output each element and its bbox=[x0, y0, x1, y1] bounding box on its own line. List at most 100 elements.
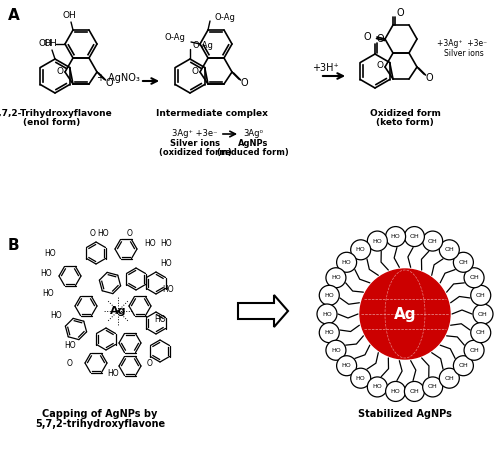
Text: HO: HO bbox=[64, 341, 76, 350]
Text: (enol form): (enol form) bbox=[24, 119, 80, 128]
Circle shape bbox=[336, 252, 356, 272]
Text: OH: OH bbox=[458, 260, 468, 265]
Circle shape bbox=[317, 304, 337, 324]
Text: HO: HO bbox=[356, 376, 366, 381]
Text: 3Ag⁰: 3Ag⁰ bbox=[243, 129, 263, 139]
Circle shape bbox=[326, 340, 346, 360]
Text: OH: OH bbox=[444, 248, 454, 252]
Circle shape bbox=[422, 231, 442, 251]
Text: Stabilized AgNPs: Stabilized AgNPs bbox=[358, 409, 452, 419]
Circle shape bbox=[454, 356, 473, 376]
Text: O: O bbox=[105, 78, 113, 88]
Text: (keto form): (keto form) bbox=[376, 119, 434, 128]
Text: HO: HO bbox=[154, 315, 166, 324]
Text: HO: HO bbox=[160, 258, 172, 268]
Text: OH: OH bbox=[476, 293, 486, 298]
Text: HO: HO bbox=[342, 260, 351, 265]
Circle shape bbox=[464, 340, 484, 360]
Text: 3Ag⁺ +3e⁻: 3Ag⁺ +3e⁻ bbox=[172, 129, 218, 139]
Text: 5,7,2-Trihydroxyflavone: 5,7,2-Trihydroxyflavone bbox=[0, 109, 112, 119]
Text: HO: HO bbox=[324, 293, 334, 298]
Text: Ag: Ag bbox=[110, 306, 126, 316]
Text: HO: HO bbox=[107, 368, 119, 377]
Text: B: B bbox=[8, 238, 20, 253]
Circle shape bbox=[473, 304, 493, 324]
Text: OH: OH bbox=[444, 376, 454, 381]
Text: O: O bbox=[192, 67, 198, 76]
Text: HO: HO bbox=[40, 268, 52, 278]
Text: OH: OH bbox=[428, 238, 438, 244]
Text: O: O bbox=[376, 34, 384, 44]
Text: HO: HO bbox=[390, 234, 400, 239]
Text: HO: HO bbox=[331, 348, 341, 353]
Text: O: O bbox=[363, 32, 371, 42]
Text: HO: HO bbox=[97, 228, 109, 238]
Text: +3Ag⁺  +3e⁻: +3Ag⁺ +3e⁻ bbox=[437, 40, 487, 49]
Text: HO: HO bbox=[331, 275, 341, 280]
Text: HO: HO bbox=[162, 285, 174, 294]
Circle shape bbox=[386, 227, 406, 247]
Text: OH: OH bbox=[478, 311, 488, 317]
Polygon shape bbox=[238, 295, 288, 327]
Circle shape bbox=[404, 381, 424, 401]
Text: OH: OH bbox=[458, 363, 468, 368]
Text: O: O bbox=[425, 73, 433, 83]
Text: HO: HO bbox=[372, 238, 382, 244]
Text: O: O bbox=[240, 78, 248, 88]
Text: A: A bbox=[8, 8, 20, 23]
Circle shape bbox=[350, 240, 370, 260]
Circle shape bbox=[470, 323, 490, 343]
Text: OH: OH bbox=[476, 330, 486, 335]
Text: HO: HO bbox=[356, 248, 366, 252]
Text: HO: HO bbox=[44, 248, 56, 258]
Text: O-Ag: O-Ag bbox=[192, 41, 214, 50]
Text: HO: HO bbox=[342, 363, 351, 368]
Circle shape bbox=[404, 227, 424, 247]
Text: OH: OH bbox=[43, 39, 57, 48]
Text: HO: HO bbox=[372, 385, 382, 389]
Text: Intermediate complex: Intermediate complex bbox=[156, 109, 268, 119]
Text: HO: HO bbox=[390, 389, 400, 394]
Text: HO: HO bbox=[144, 238, 156, 248]
Text: HO: HO bbox=[324, 330, 334, 335]
Text: HO: HO bbox=[42, 288, 54, 298]
Text: OH: OH bbox=[410, 389, 420, 394]
Text: OH: OH bbox=[62, 10, 76, 20]
Text: O: O bbox=[67, 358, 73, 367]
Text: Oxidized form: Oxidized form bbox=[370, 109, 440, 119]
Circle shape bbox=[320, 285, 340, 305]
Circle shape bbox=[368, 231, 388, 251]
Circle shape bbox=[368, 377, 388, 397]
Text: HO: HO bbox=[50, 311, 62, 320]
Text: O: O bbox=[90, 228, 96, 238]
Circle shape bbox=[350, 368, 370, 388]
Circle shape bbox=[422, 377, 442, 397]
Text: O: O bbox=[127, 228, 133, 238]
Text: (oxidized form): (oxidized form) bbox=[158, 148, 232, 157]
Circle shape bbox=[470, 285, 490, 305]
Text: O: O bbox=[56, 67, 64, 76]
Text: Ag: Ag bbox=[394, 307, 416, 321]
Text: Capping of AgNPs by: Capping of AgNPs by bbox=[42, 409, 158, 419]
Circle shape bbox=[440, 368, 460, 388]
Text: O-Ag: O-Ag bbox=[214, 13, 236, 22]
Circle shape bbox=[360, 269, 450, 359]
Text: 5,7,2-trihydroxyflavone: 5,7,2-trihydroxyflavone bbox=[35, 419, 165, 429]
Text: +3H⁺: +3H⁺ bbox=[312, 63, 338, 73]
Text: OH: OH bbox=[410, 234, 420, 239]
Text: O: O bbox=[147, 358, 153, 367]
Text: O: O bbox=[376, 61, 384, 70]
Circle shape bbox=[464, 268, 484, 288]
Text: OH: OH bbox=[428, 385, 438, 389]
Text: Silver ions: Silver ions bbox=[444, 50, 484, 59]
Text: O-Ag: O-Ag bbox=[164, 33, 186, 42]
Circle shape bbox=[326, 268, 346, 288]
Circle shape bbox=[336, 356, 356, 376]
Text: Silver ions: Silver ions bbox=[170, 139, 220, 148]
Text: HO: HO bbox=[322, 311, 332, 317]
Circle shape bbox=[440, 240, 460, 260]
Circle shape bbox=[320, 323, 340, 343]
Text: HO: HO bbox=[160, 238, 172, 248]
Text: AgNPs: AgNPs bbox=[238, 139, 268, 148]
Circle shape bbox=[386, 381, 406, 401]
